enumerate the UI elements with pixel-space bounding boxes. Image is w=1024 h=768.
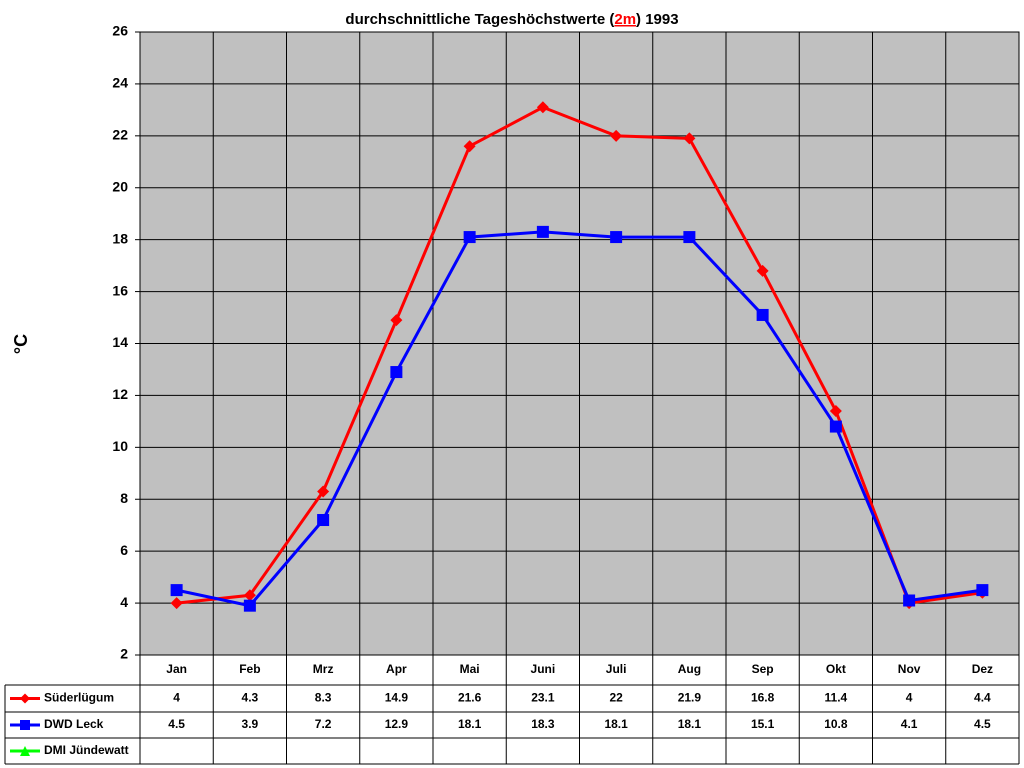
marker (610, 129, 623, 142)
table-value: 4.1 (901, 717, 918, 731)
series-line (176, 230, 983, 608)
table-value: 10.8 (824, 717, 848, 731)
table-value: 7.2 (315, 717, 332, 731)
marker (683, 231, 696, 244)
table-value: 11.4 (825, 691, 848, 705)
y-tick-label: 8 (120, 490, 128, 506)
y-tick-label: 16 (112, 282, 128, 298)
x-tick-label: Aug (678, 662, 701, 676)
y-tick-label: 14 (112, 334, 128, 350)
marker (976, 584, 989, 597)
marker (317, 485, 330, 498)
marker (536, 101, 549, 114)
legend-label: Süderlügum (44, 691, 114, 705)
x-tick-label: Juli (606, 662, 627, 676)
table-value: 16.8 (751, 691, 775, 705)
table-value: 21.9 (678, 691, 702, 705)
x-tick-label: Apr (386, 662, 407, 676)
marker (317, 514, 330, 527)
x-tick-label: Feb (239, 662, 260, 676)
marker (903, 594, 916, 607)
marker (243, 599, 256, 612)
marker (170, 584, 183, 597)
marker (463, 231, 476, 244)
x-tick-label: Nov (898, 662, 921, 676)
table-value: 4 (173, 691, 180, 705)
y-axis-label: °C (11, 334, 31, 354)
table-value: 18.1 (678, 717, 702, 731)
table-value: 18.3 (531, 717, 555, 731)
table-value: 14.9 (385, 691, 409, 705)
table-value: 18.1 (604, 717, 628, 731)
table-value: 4 (906, 691, 913, 705)
x-tick-label: Sep (752, 662, 774, 676)
y-tick-label: 26 (112, 23, 128, 39)
table-value: 3.9 (242, 717, 259, 731)
table-value: 4.3 (242, 691, 259, 705)
marker (463, 140, 476, 153)
table-value: 23.1 (531, 691, 555, 705)
title-part: 2m (614, 11, 636, 28)
y-tick-label: 22 (112, 127, 128, 143)
table-value: 8.3 (315, 691, 332, 705)
table-value: 21.6 (458, 691, 482, 705)
marker (536, 225, 549, 238)
marker (170, 597, 183, 610)
marker (610, 231, 623, 244)
x-tick-label: Dez (972, 662, 993, 676)
marker (20, 746, 30, 756)
x-tick-label: Mrz (313, 662, 334, 676)
legend-label: DWD Leck (44, 717, 104, 731)
chart-title: durchschnittliche Tageshöchstwerte (2m) … (345, 11, 678, 28)
y-tick-label: 24 (112, 75, 128, 91)
marker (390, 366, 403, 379)
marker (829, 420, 842, 433)
table-value: 15.1 (751, 717, 775, 731)
x-tick-label: Okt (826, 662, 846, 676)
y-tick-label: 20 (112, 178, 128, 194)
title-part: ) 1993 (636, 11, 679, 28)
y-tick-label: 18 (112, 230, 128, 246)
table-value: 4.4 (974, 691, 991, 705)
x-tick-label: Jan (166, 662, 187, 676)
y-tick-label: 4 (120, 594, 128, 610)
marker (756, 308, 769, 321)
marker (390, 314, 403, 327)
marker (20, 720, 30, 730)
y-tick-label: 2 (120, 646, 128, 662)
table-value: 12.9 (385, 717, 409, 731)
y-tick-label: 6 (120, 542, 128, 558)
marker (829, 404, 842, 417)
marker (683, 132, 696, 145)
marker (20, 693, 30, 704)
marker (243, 589, 256, 602)
table-value: 4.5 (168, 717, 185, 731)
table-value: 4.5 (974, 717, 991, 731)
marker (756, 264, 769, 277)
series-line (176, 105, 983, 605)
title-part: durchschnittliche Tageshöchstwerte ( (345, 11, 614, 28)
y-tick-label: 12 (112, 386, 128, 402)
y-tick-label: 10 (112, 438, 128, 454)
x-tick-label: Mai (460, 662, 480, 676)
legend-label: DMI Jündewatt (44, 743, 129, 757)
x-tick-label: Juni (531, 662, 556, 676)
table-value: 22 (609, 691, 623, 705)
table-value: 18.1 (458, 717, 482, 731)
